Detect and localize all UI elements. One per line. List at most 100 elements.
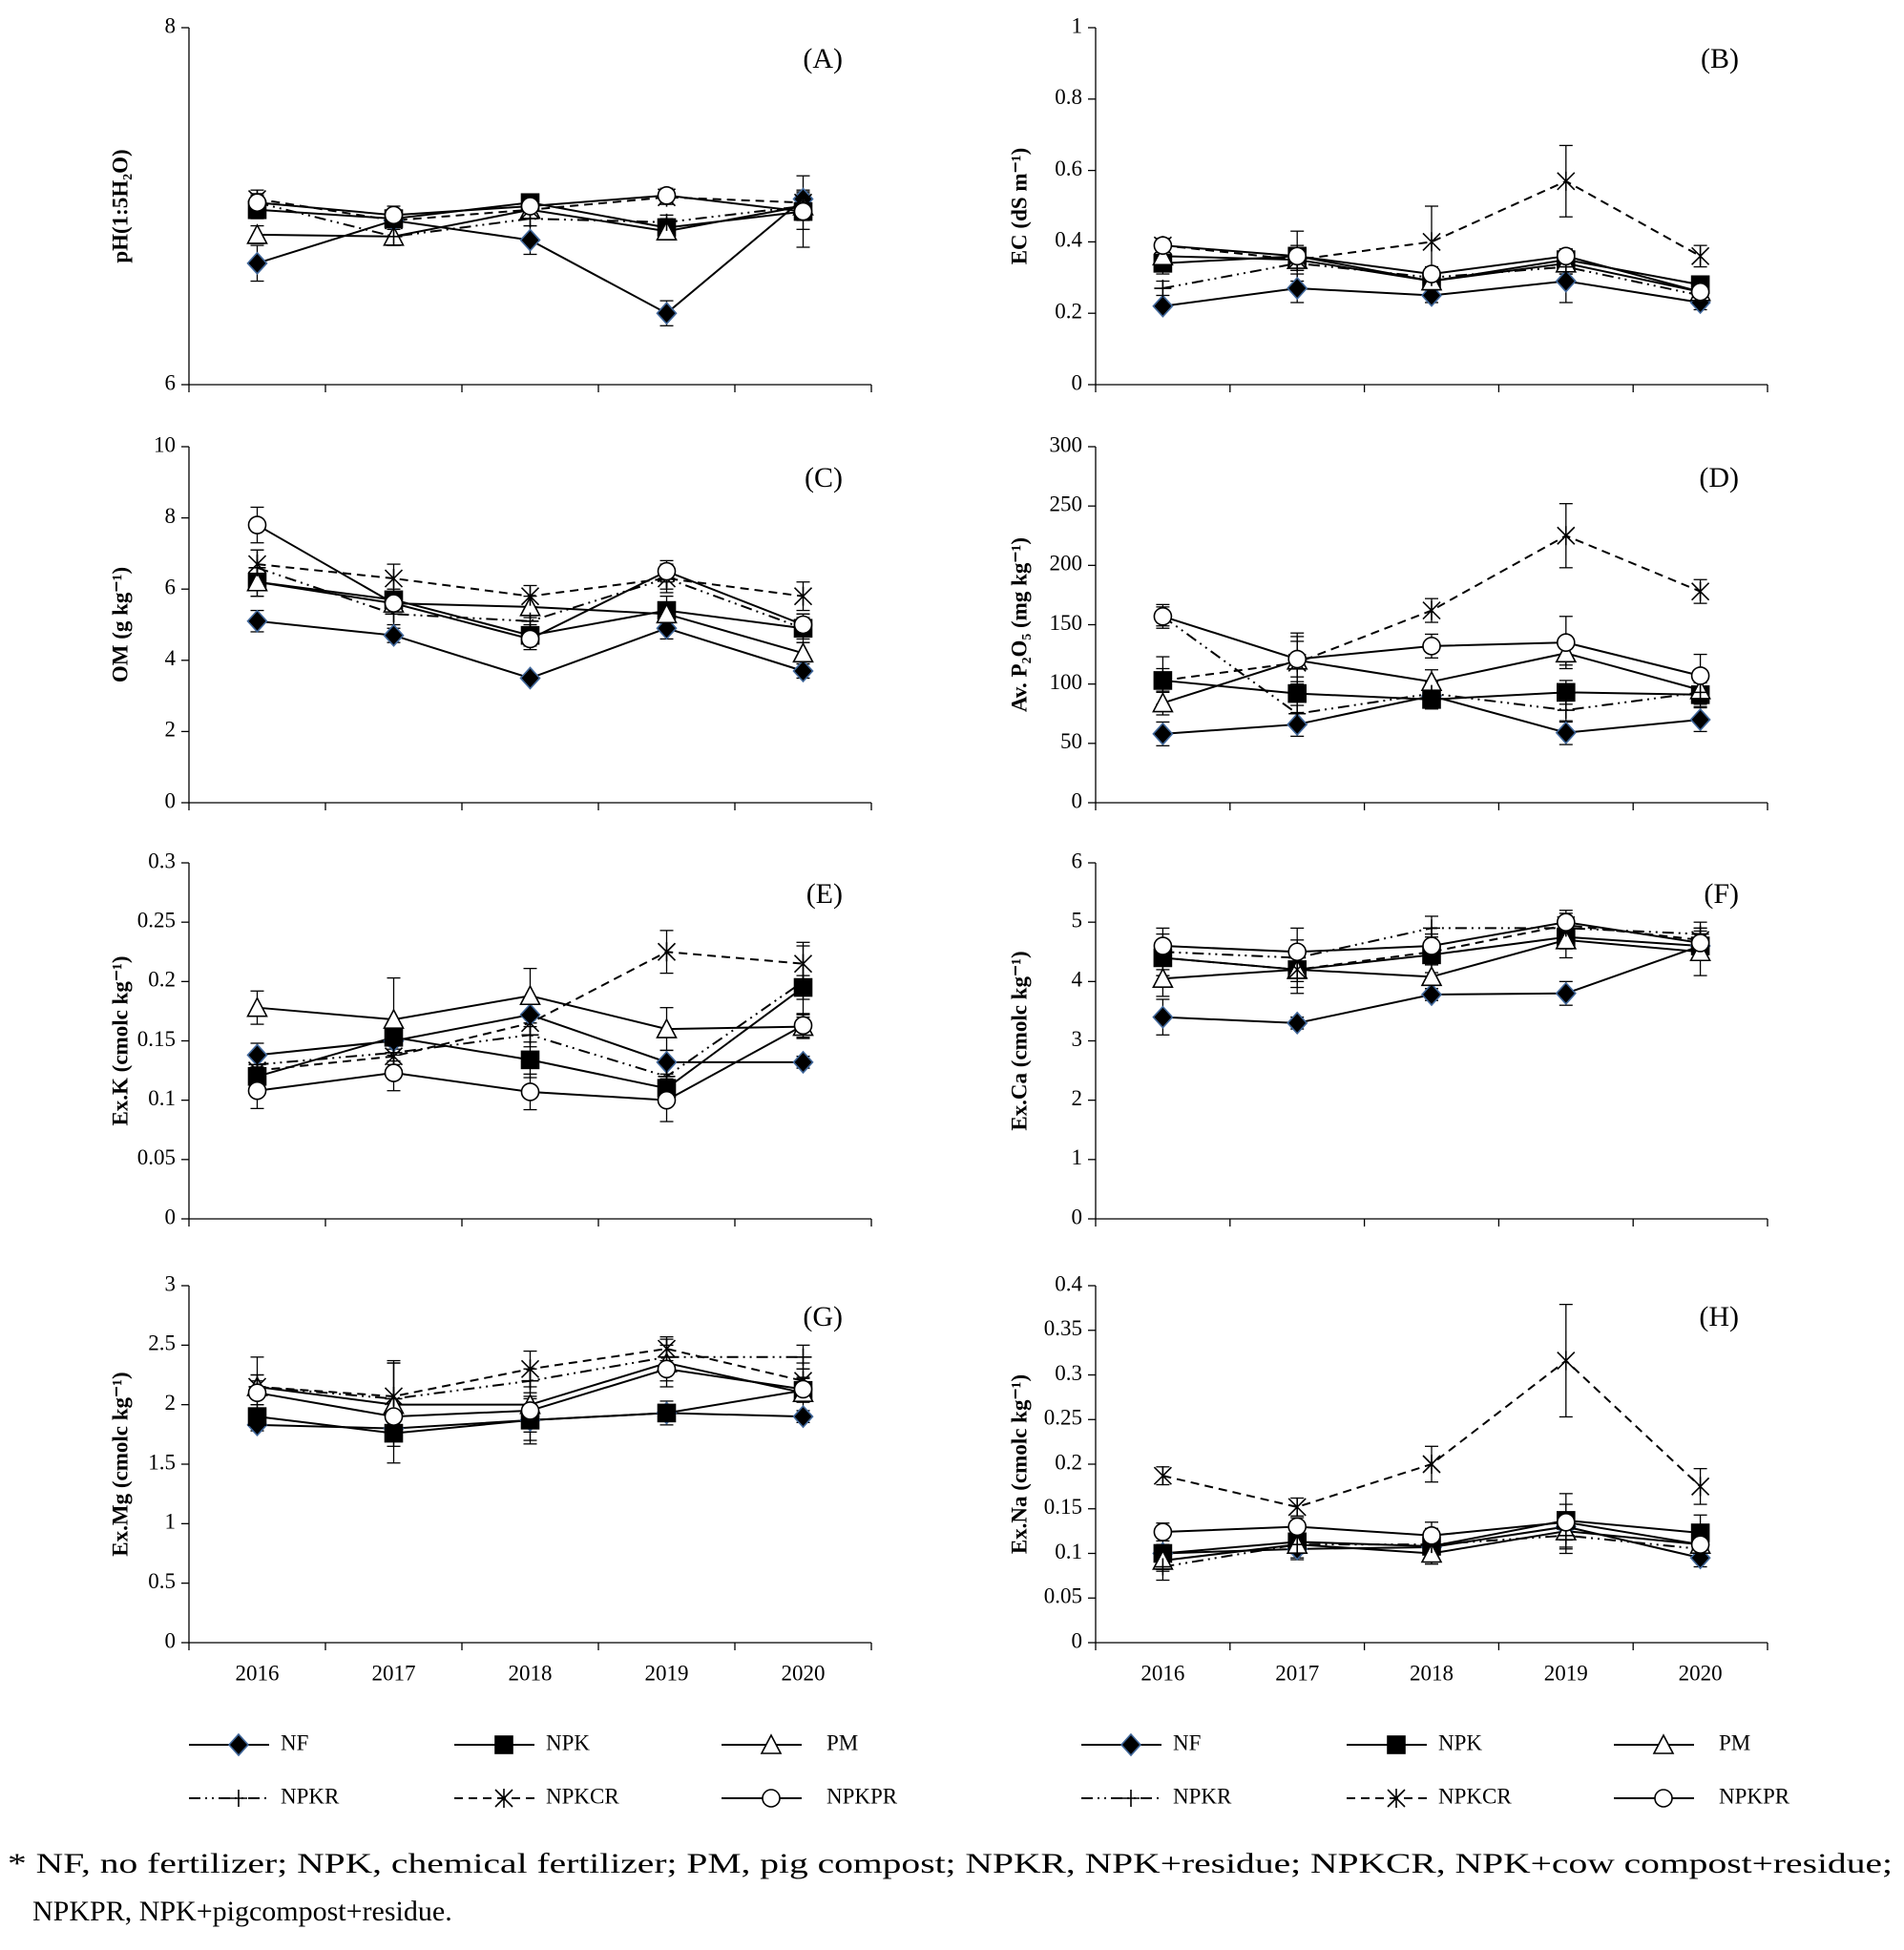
data-point: [383, 1008, 405, 1029]
data-point: [657, 561, 677, 581]
y-tick-label: 0.25: [137, 908, 176, 932]
data-point: [793, 954, 813, 974]
legend-marker: [227, 1732, 250, 1757]
data-point: [520, 1013, 540, 1033]
data-point: [1423, 684, 1440, 702]
data-point: [1153, 1466, 1172, 1486]
data-point: [1287, 276, 1308, 301]
y-tick-label: 8: [165, 13, 177, 37]
data-point: [1152, 722, 1174, 746]
x-tick-label: 2019: [1544, 1661, 1588, 1685]
series-line: [257, 201, 804, 238]
y-tick-label: 250: [1050, 492, 1083, 515]
data-point: [384, 1046, 404, 1066]
data-point: [247, 555, 267, 575]
legend-label: NPK: [546, 1730, 590, 1754]
x-tick-label: 2019: [645, 1661, 689, 1685]
data-point: [657, 185, 677, 205]
data-point: [521, 612, 539, 630]
data-point: [1287, 712, 1308, 737]
data-point: [1422, 1455, 1441, 1474]
series-line: [1162, 924, 1701, 971]
data-point: [794, 1348, 812, 1366]
data-point: [1153, 606, 1173, 626]
y-tick-label: 50: [1060, 729, 1082, 753]
legend-marker: [760, 1733, 783, 1754]
data-point: [1555, 981, 1577, 1005]
legend-marker: [1387, 1735, 1406, 1754]
data-point: [1422, 600, 1441, 620]
data-point: [656, 1017, 678, 1038]
data-point: [1288, 704, 1307, 723]
data-point: [1153, 236, 1173, 255]
x-tick-label: 2018: [509, 1661, 553, 1685]
y-tick-label: 0.6: [1055, 157, 1082, 180]
x-tick-label: 2020: [1679, 1661, 1723, 1685]
data-point: [520, 1082, 540, 1101]
data-point: [1555, 641, 1578, 663]
data-point: [1287, 683, 1307, 703]
y-tick-label: 1: [165, 1510, 177, 1534]
y-axis-label: Ex.Mg (cmolc kg⁻¹): [108, 1372, 132, 1556]
legend-label: NPKCR: [546, 1784, 619, 1808]
y-tick-label: 0.2: [148, 968, 176, 992]
y-tick-label: 0.05: [137, 1145, 176, 1169]
legend-marker: [1654, 1789, 1673, 1808]
data-point: [520, 586, 540, 606]
y-tick-label: 8: [165, 504, 177, 528]
data-point: [519, 228, 541, 252]
x-tick-label: 2020: [782, 1661, 826, 1685]
data-point: [246, 251, 268, 276]
data-point: [1557, 1351, 1576, 1371]
data-point: [792, 641, 814, 663]
y-tick-label: 6: [1072, 849, 1083, 872]
y-tick-label: 4: [165, 646, 177, 670]
data-point: [384, 1386, 404, 1406]
data-point: [1690, 666, 1710, 685]
panel-label: (H): [1699, 1301, 1739, 1332]
y-tick-label: 0.4: [1055, 228, 1082, 252]
data-point: [1557, 526, 1576, 546]
y-tick-label: 0.2: [1055, 299, 1082, 323]
x-tick-label: 2016: [1140, 1661, 1184, 1685]
y-tick-label: 0.15: [1044, 1495, 1082, 1519]
y-tick-label: 0.05: [1044, 1584, 1082, 1608]
legend-marker: [762, 1789, 781, 1808]
data-point: [1287, 1011, 1308, 1036]
y-axis-label: Ex.K (cmolc kg⁻¹): [108, 955, 132, 1125]
footnote: * NF, no fertilizer; NPK, chemical ferti…: [8, 1848, 1893, 1879]
y-tick-label: 0: [165, 788, 177, 812]
y-tick-label: 0.8: [1055, 85, 1082, 109]
data-point: [1555, 721, 1577, 744]
legend-label: PM: [1719, 1730, 1750, 1754]
y-tick-label: 300: [1050, 432, 1083, 456]
data-point: [1422, 232, 1441, 252]
y-tick-label: 0.5: [148, 1569, 176, 1593]
data-point: [246, 609, 268, 633]
data-point: [657, 1403, 677, 1423]
data-point: [1152, 691, 1174, 713]
data-point: [1152, 244, 1174, 266]
data-point: [792, 1404, 814, 1429]
legend-marker: [494, 1735, 513, 1754]
legend-marker: [494, 1789, 513, 1808]
data-point: [520, 1359, 540, 1379]
y-tick-label: 0.2: [1055, 1450, 1082, 1474]
y-tick-label: 4: [1072, 968, 1083, 992]
data-point: [1557, 1512, 1576, 1532]
data-point: [1287, 1497, 1307, 1517]
data-point: [384, 1063, 404, 1082]
data-point: [1287, 649, 1307, 669]
data-point: [1691, 1477, 1710, 1497]
data-point: [1422, 637, 1441, 656]
y-tick-label: 0: [1072, 1205, 1083, 1228]
y-tick-label: 0.4: [1055, 1271, 1082, 1295]
legend-label: NPKR: [281, 1784, 340, 1808]
data-point: [1422, 264, 1441, 283]
y-tick-label: 0.15: [137, 1027, 176, 1051]
x-tick-label: 2016: [236, 1661, 280, 1685]
data-point: [1557, 633, 1576, 652]
data-point: [384, 1423, 404, 1443]
panel-label: (F): [1704, 878, 1739, 910]
